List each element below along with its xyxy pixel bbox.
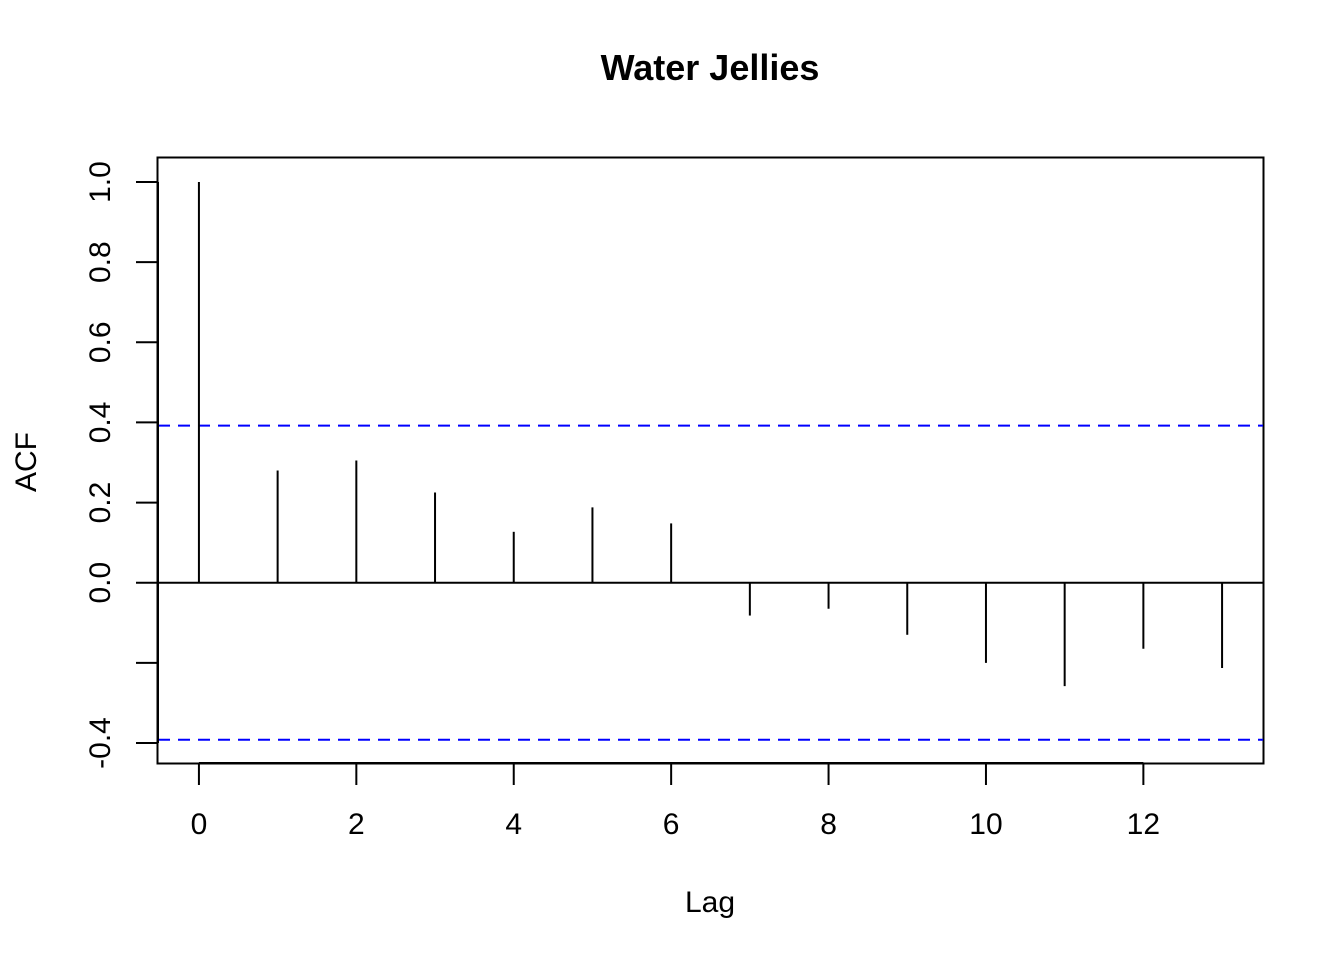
acf-bars bbox=[197, 182, 1224, 687]
y-axis-label: ACF bbox=[10, 432, 43, 492]
x-tick-label: 6 bbox=[663, 808, 680, 841]
x-tick-label: 10 bbox=[969, 808, 1002, 841]
x-tick-label: 4 bbox=[505, 808, 522, 841]
y-tick-label: 0.0 bbox=[84, 562, 117, 604]
x-tick-label: 12 bbox=[1127, 808, 1160, 841]
y-tick-label: -0.4 bbox=[84, 717, 117, 769]
y-tick-label: 0.4 bbox=[84, 402, 117, 444]
plot-frame bbox=[156, 156, 1265, 765]
y-tick-label: 0.8 bbox=[84, 241, 117, 283]
x-tick-label: 0 bbox=[191, 808, 208, 841]
x-tick-label: 8 bbox=[820, 808, 837, 841]
y-axis: -0.4 0.0 0.2 0.4 0.6 0.8 1.0 bbox=[84, 161, 159, 769]
y-tick-label: 0.2 bbox=[84, 482, 117, 524]
confidence-band bbox=[158, 424, 1263, 741]
chart-title: Water Jellies bbox=[601, 47, 820, 88]
x-axis-label: Lag bbox=[685, 886, 735, 919]
y-tick-label: 1.0 bbox=[84, 161, 117, 203]
x-axis: 0 2 4 6 8 10 12 bbox=[191, 762, 1160, 841]
x-tick-label: 2 bbox=[348, 808, 365, 841]
y-tick-label: 0.6 bbox=[84, 321, 117, 363]
